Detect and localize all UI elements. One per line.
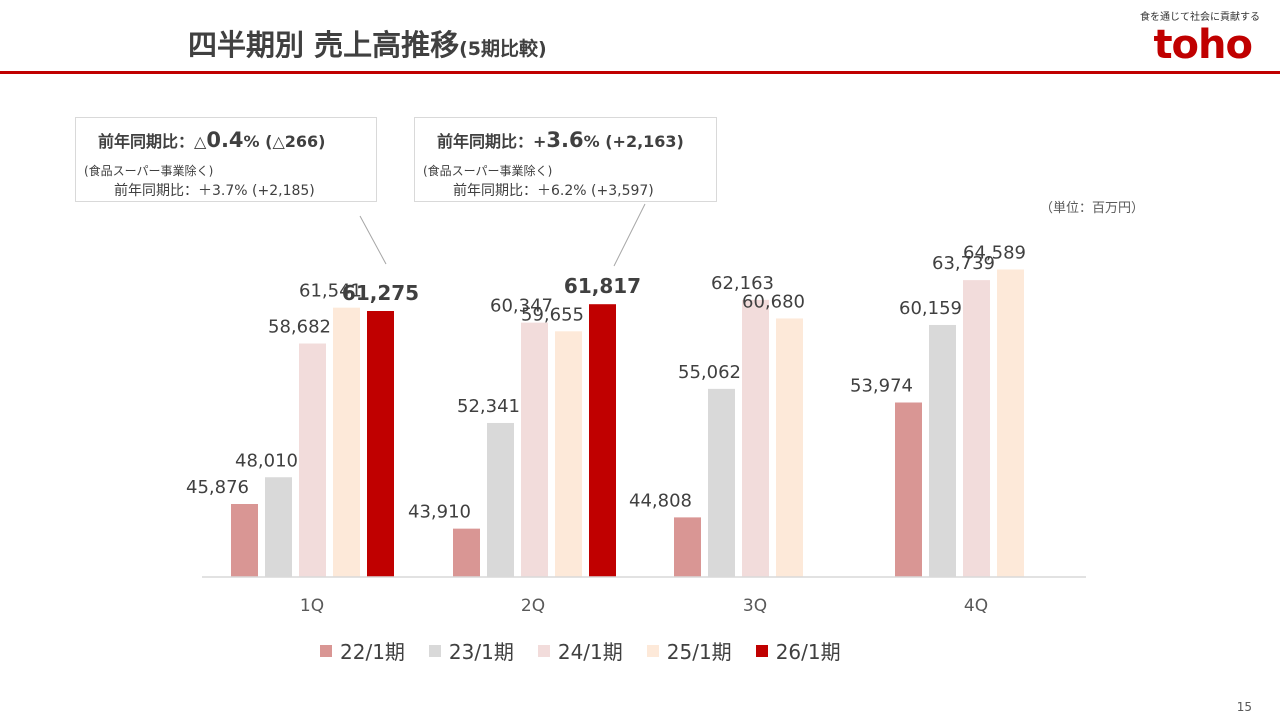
- legend-swatch-3: [537, 644, 550, 657]
- legend-label-5: 26/1期: [775, 640, 841, 664]
- legend-item-2: 23/1期: [428, 636, 514, 665]
- bar-4q-series-3: [963, 280, 990, 577]
- page-number: 15: [1236, 700, 1252, 714]
- bar-3q-series-1: [674, 517, 701, 577]
- company-logo: toho: [1153, 22, 1253, 68]
- data-label-4q-series-3: 63,739: [932, 253, 995, 274]
- legend-label-1: 22/1期: [340, 640, 405, 664]
- callout-1q-label: 前年同期比：: [98, 132, 195, 151]
- callout-1q-suffix: % (△266): [243, 132, 326, 151]
- page-title: 四半期別 売上高推移(5期比較): [188, 22, 547, 64]
- callout-1-pointer: [359, 215, 387, 265]
- bar-3q-series-4: [776, 318, 803, 577]
- bar-4q-series-1: [895, 402, 922, 577]
- legend-item-5: 26/1期: [755, 636, 841, 665]
- bar-1q-series-1: [231, 504, 258, 577]
- bar-4q-series-2: [929, 324, 956, 577]
- data-label-3q-series-3: 62,163: [711, 273, 774, 294]
- unit-label: （単位：百万円）: [1040, 201, 1145, 216]
- bar-2q-series-3: [521, 322, 548, 577]
- callout-2q-note: (食品スーパー事業除く): [423, 164, 553, 178]
- legend-item-4: 25/1期: [646, 636, 732, 665]
- data-label-4q-series-4: 64,589: [963, 242, 1026, 263]
- category-label-1q: 1Q: [300, 596, 324, 616]
- legend-item-1: 22/1期: [320, 636, 405, 665]
- data-label-2q-series-4: 59,655: [521, 304, 584, 325]
- data-label-2q-series-3: 60,347: [490, 296, 553, 317]
- data-label-1q-series-4: 61,541: [299, 281, 362, 302]
- data-label-3q-series-1: 44,808: [629, 490, 692, 511]
- data-label-3q-series-2: 55,062: [678, 362, 741, 383]
- bar-1q-series-4: [333, 307, 360, 577]
- legend-swatch-1: [320, 644, 332, 657]
- category-label-3q: 3Q: [743, 596, 767, 616]
- data-label-1q-series-1: 45,876: [186, 477, 249, 498]
- data-label-3q-series-4: 60,680: [742, 291, 805, 312]
- bar-3q-series-3: [742, 299, 769, 577]
- callout-2q-prefix: +: [533, 132, 547, 151]
- callout-2q: 前年同期比：+3.6% (+2,163) (食品スーパー事業除く) 前年同期比：…: [414, 117, 717, 202]
- legend-label-4: 25/1期: [666, 640, 732, 664]
- callout-1q: 前年同期比：△0.4% (△266) (食品スーパー事業除く) 前年同期比：＋3…: [75, 117, 377, 202]
- callout-1q-value: 0.4: [206, 128, 244, 152]
- bar-1q-series-2: [265, 477, 292, 577]
- bar-2q-series-5: [589, 304, 616, 577]
- callout-2q-headline: 前年同期比：+3.6% (+2,163): [437, 128, 684, 152]
- title-main-text: 四半期別 売上高推移: [188, 28, 460, 62]
- chart-legend: 22/1期 23/1期 24/1期 25/1期 26/1期: [320, 636, 841, 665]
- bar-2q-series-1: [453, 528, 480, 577]
- callout-2q-sub: 前年同期比：＋6.2% (+3,597): [453, 183, 654, 199]
- data-label-2q-series-2: 52,341: [457, 396, 520, 417]
- title-divider: [0, 71, 1280, 74]
- bar-1q-series-5: [367, 311, 394, 577]
- title-sub-text: (5期比較): [459, 38, 547, 60]
- legend-swatch-4: [646, 644, 659, 657]
- data-label-1q-series-2: 48,010: [235, 450, 298, 471]
- callout-1q-sub: 前年同期比：＋3.7% (+2,185): [114, 183, 315, 199]
- callout-1q-note: (食品スーパー事業除く): [84, 164, 214, 178]
- data-label-4q-series-2: 60,159: [899, 298, 962, 319]
- company-tagline: 食を通じて社会に貢献する: [1140, 12, 1260, 23]
- data-label-4q-series-1: 53,974: [850, 376, 913, 397]
- bar-3q-series-2: [708, 388, 735, 577]
- data-label-2q-series-1: 43,910: [408, 502, 471, 523]
- legend-item-3: 24/1期: [537, 636, 623, 665]
- callout-1q-prefix: △: [194, 132, 207, 151]
- callout-2q-value: 3.6: [546, 128, 584, 152]
- legend-swatch-5: [755, 644, 768, 657]
- bar-4q-series-4: [997, 269, 1024, 577]
- legend-label-2: 23/1期: [448, 640, 514, 664]
- data-label-2q-series-5: 61,817: [564, 274, 641, 298]
- bar-1q-series-3: [299, 343, 326, 577]
- legend-label-3: 24/1期: [557, 640, 623, 664]
- category-label-2q: 2Q: [521, 596, 545, 616]
- data-label-1q-series-5: 61,275: [342, 281, 419, 305]
- category-label-4q: 4Q: [964, 596, 988, 616]
- data-label-1q-series-3: 58,682: [268, 316, 331, 337]
- callout-2q-label: 前年同期比：: [437, 132, 534, 151]
- callout-1q-headline: 前年同期比：△0.4% (△266): [98, 128, 325, 152]
- callout-2-pointer: [613, 203, 646, 267]
- legend-swatch-2: [428, 644, 441, 657]
- callout-2q-suffix: % (+2,163): [583, 132, 684, 151]
- bar-2q-series-2: [487, 422, 514, 577]
- bar-2q-series-4: [555, 331, 582, 577]
